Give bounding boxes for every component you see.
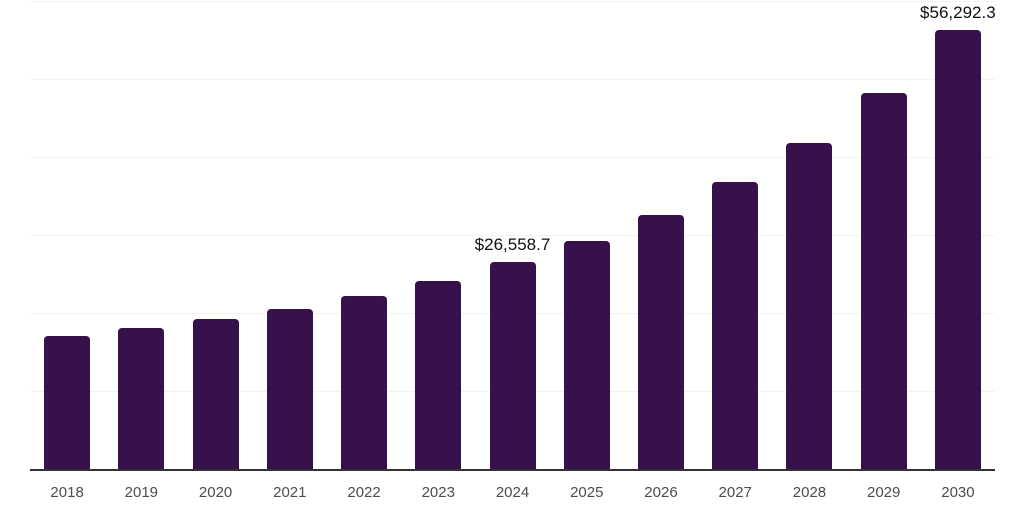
bar-2028[interactable] xyxy=(786,142,833,469)
bar-2023[interactable] xyxy=(415,281,462,469)
gridline-30000 xyxy=(30,235,995,236)
bar-2025[interactable] xyxy=(563,241,610,469)
bar-2030[interactable] xyxy=(934,29,981,469)
gridline-60000 xyxy=(30,1,995,2)
x-tick-label-2023: 2023 xyxy=(421,484,455,501)
plot-area: $26,558.7 $56,292.3 xyxy=(30,1,996,471)
x-axis-line xyxy=(30,469,995,471)
bar-value-label-2030: $56,292.3 xyxy=(920,2,996,22)
bar-value-label-2024: $26,558.7 xyxy=(474,234,551,254)
x-tick-label-2019: 2019 xyxy=(124,484,159,501)
x-tick-label-2018: 2018 xyxy=(50,484,84,501)
bar-2022[interactable] xyxy=(341,296,388,469)
bar-2024[interactable] xyxy=(489,261,536,469)
x-tick-label-2030: 2030 xyxy=(941,484,975,501)
x-tick-label-2024: 2024 xyxy=(495,484,530,501)
bar-2026[interactable] xyxy=(637,215,684,469)
x-tick-label-2021: 2021 xyxy=(273,484,307,501)
bar-2019[interactable] xyxy=(118,327,165,469)
x-tick-label-2025: 2025 xyxy=(570,484,604,501)
bar-2020[interactable] xyxy=(192,319,239,469)
x-tick-label-2027: 2027 xyxy=(718,484,752,501)
gridline-40000 xyxy=(30,157,995,158)
x-axis: 2018 2019 2020 2021 2022 2023 2024 2025 2026 2027… xyxy=(30,481,995,505)
x-tick-label-2020: 2020 xyxy=(198,484,233,501)
bar-2029[interactable] xyxy=(860,93,907,469)
x-tick-label-2029: 2029 xyxy=(867,484,901,501)
x-tick-label-2022: 2022 xyxy=(347,484,381,501)
bar-2027[interactable] xyxy=(712,181,759,469)
bar-2018[interactable] xyxy=(44,336,91,469)
x-tick-label-2026: 2026 xyxy=(644,484,678,501)
gridline-50000 xyxy=(30,79,995,80)
bar-2021[interactable] xyxy=(266,309,313,469)
x-tick-label-2028: 2028 xyxy=(792,484,827,501)
